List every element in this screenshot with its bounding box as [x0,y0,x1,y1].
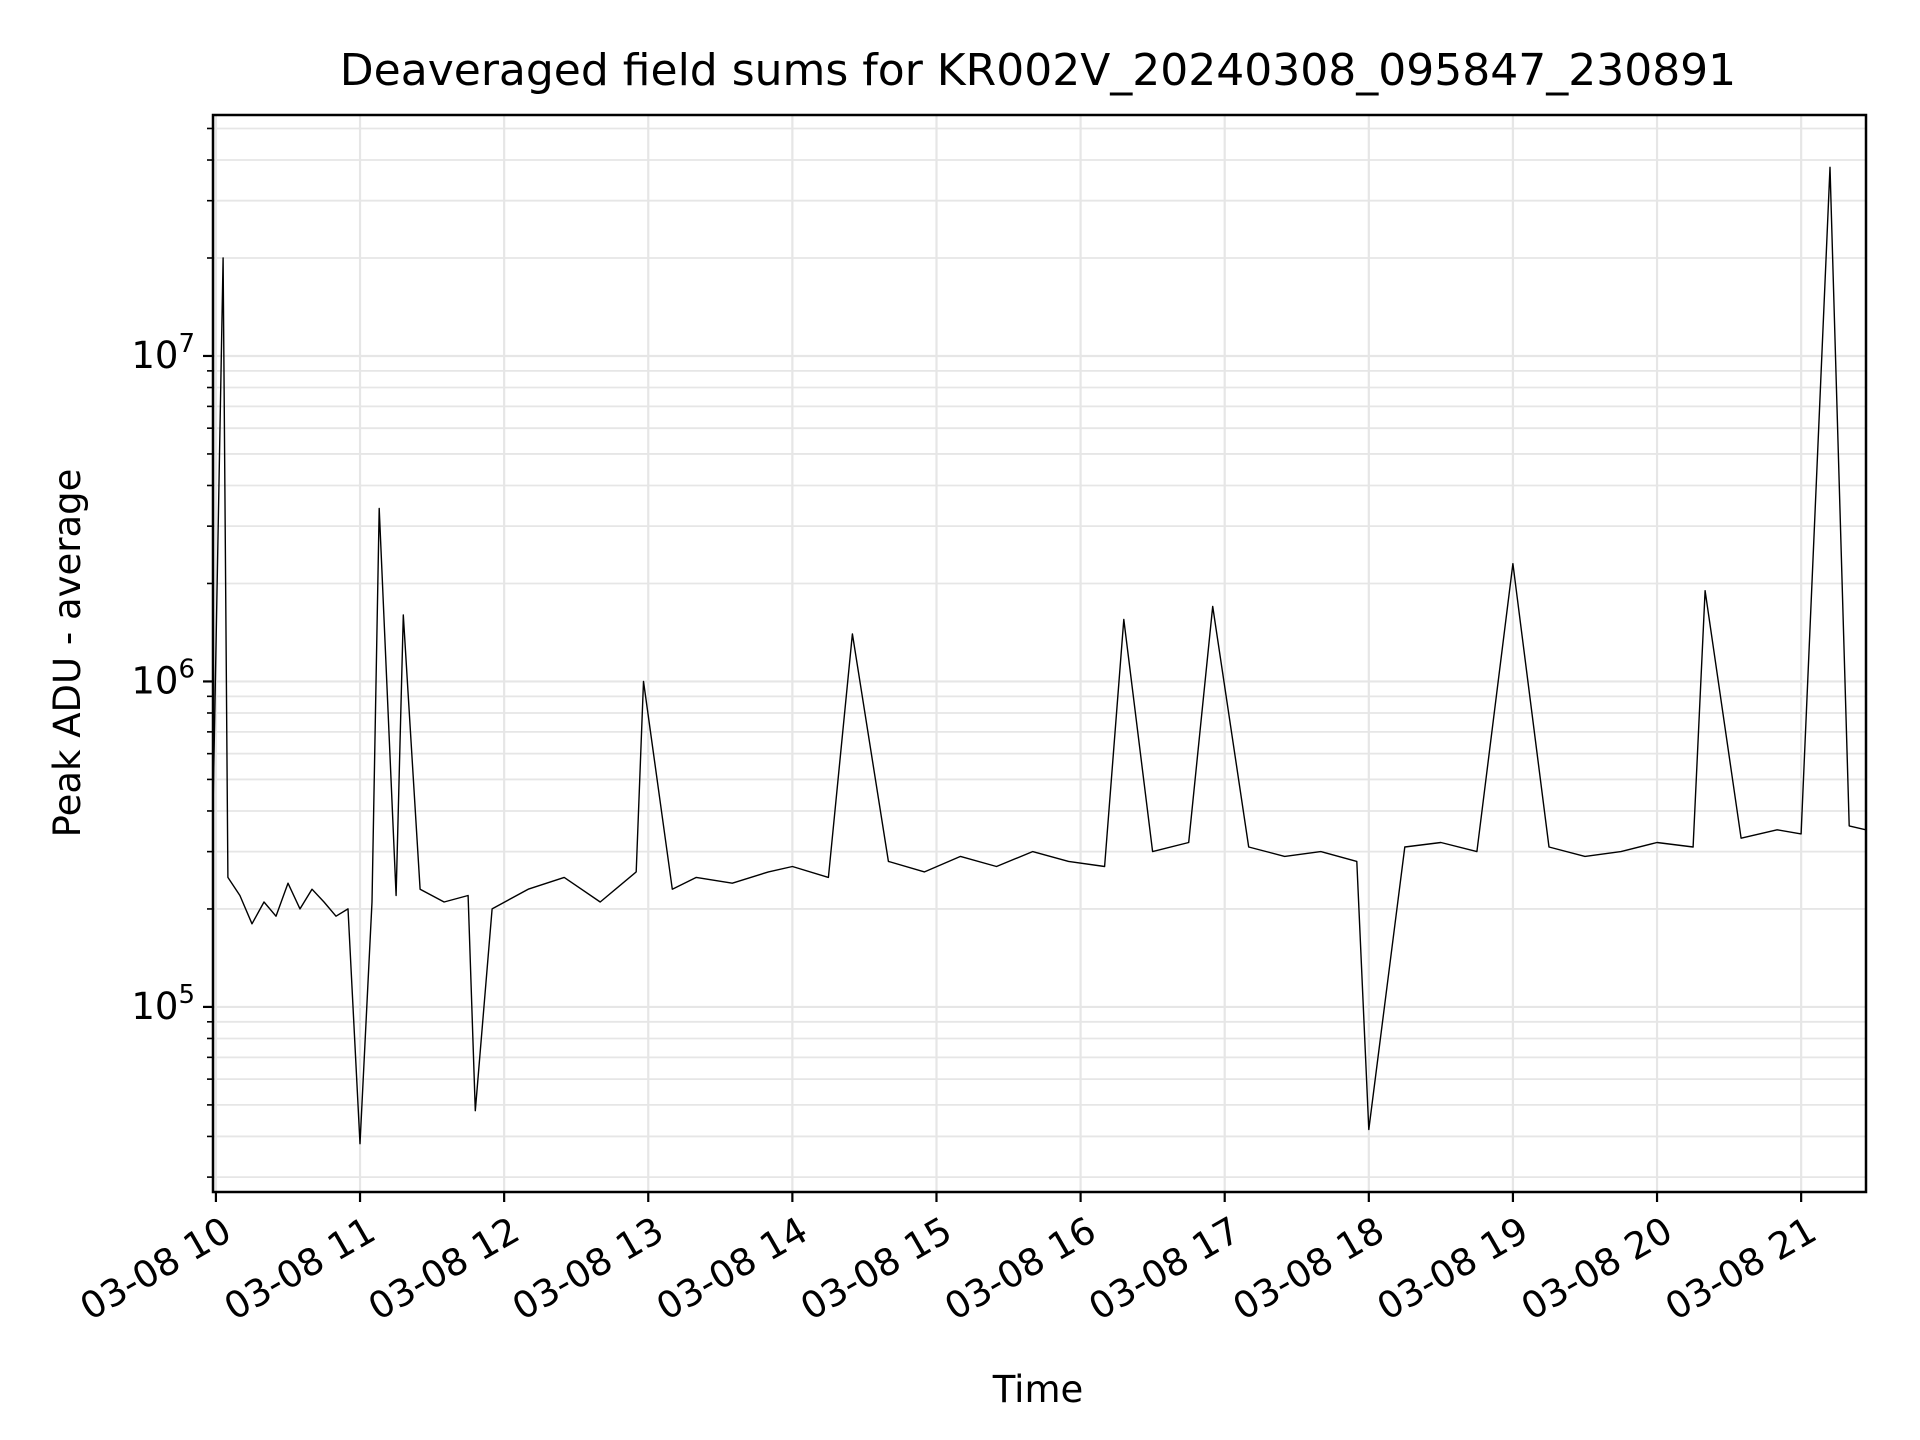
y-tick-label-base: 10 [131,985,178,1028]
y-tick-label: 107 [131,329,195,377]
chart-title: Deaveraged field sums for KR002V_2024030… [340,45,1736,96]
y-tick-label-exponent: 6 [178,654,195,684]
y-tick-label: 105 [131,980,195,1028]
y-tick-label: 106 [131,654,195,702]
y-axis-label: Peak ADU - average [46,469,89,838]
y-tick-label-base: 10 [131,659,178,702]
y-tick-label-exponent: 5 [178,980,195,1010]
x-axis-label: Time [992,1368,1084,1411]
series-line [213,166,1866,1145]
plot-frame [211,113,1868,1194]
y-tick-label-exponent: 7 [178,329,195,359]
y-tick-label-base: 10 [131,334,178,377]
series [213,166,1866,1145]
grid [213,115,1866,1192]
